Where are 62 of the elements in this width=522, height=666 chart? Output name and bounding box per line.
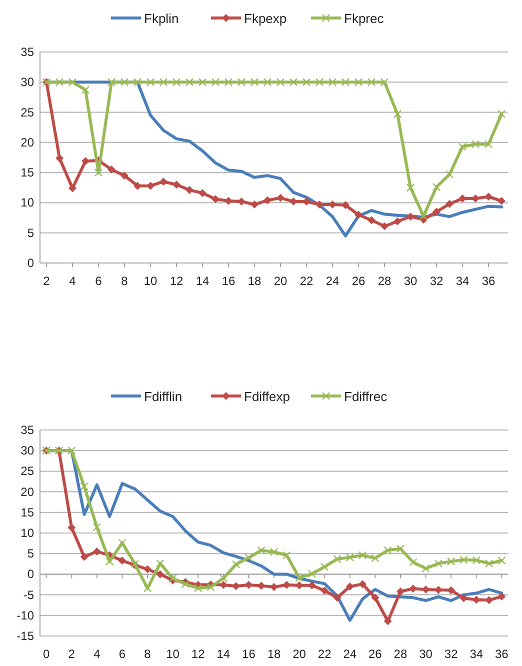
y-tick-label: 15	[20, 166, 34, 180]
legend-label: Fkprec	[344, 11, 384, 26]
x-tick-label: 30	[419, 647, 433, 661]
x-tick-label: 22	[300, 274, 314, 288]
y-tick-label: 10	[20, 196, 34, 210]
x-tick-label: 34	[456, 274, 470, 288]
y-tick-label: 25	[20, 105, 34, 120]
legend-label: Fdiffrec	[344, 389, 388, 404]
y-tick-label: 0	[27, 567, 34, 582]
x-tick-label: 2	[43, 274, 50, 288]
x-tick-label: 28	[394, 647, 408, 661]
y-tick-label: 35	[20, 45, 34, 59]
y-tick-label: -15	[16, 629, 34, 643]
x-tick-label: 0	[42, 647, 50, 661]
y-tick-label: 35	[20, 423, 34, 437]
x-tick-label: 22	[318, 647, 332, 661]
legend-label: Fkpexp	[244, 11, 287, 26]
x-tick-label: 32	[444, 647, 458, 661]
x-tick-label: 26	[368, 647, 382, 661]
y-tick-label: 5	[27, 226, 34, 240]
x-tick-label: 12	[191, 647, 206, 661]
y-tick-label: 30	[20, 444, 34, 458]
y-tick-label: 0	[27, 256, 34, 270]
x-tick-label: 8	[121, 274, 128, 288]
x-tick-label: 30	[404, 274, 418, 288]
y-tick-label: 25	[20, 464, 34, 478]
x-tick-label: 28	[378, 274, 392, 288]
x-tick-label: 6	[118, 647, 126, 661]
x-tick-label: 10	[144, 274, 158, 288]
legend-label: Fkplin	[144, 11, 179, 26]
y-tick-label: -10	[16, 608, 34, 622]
x-tick-label: 20	[292, 647, 306, 661]
x-tick-label: 26	[352, 274, 366, 288]
x-tick-label: 18	[248, 274, 262, 288]
x-tick-label: 14	[216, 647, 230, 661]
y-tick-label: 30	[20, 75, 34, 90]
y-tick-label: -5	[23, 588, 34, 602]
x-tick-label: 2	[68, 647, 76, 661]
x-tick-label: 32	[430, 274, 444, 288]
y-tick-label: 20	[20, 135, 34, 150]
y-tick-label: 20	[20, 484, 34, 499]
y-tick-label: 15	[20, 505, 34, 520]
x-tick-label: 36	[482, 274, 496, 288]
x-tick-label: 8	[144, 647, 152, 661]
y-tick-label: 10	[20, 526, 34, 540]
x-tick-label: 14	[196, 274, 210, 288]
x-tick-label: 34	[470, 647, 484, 661]
x-tick-label: 20	[274, 274, 288, 288]
x-tick-label: 16	[222, 274, 236, 288]
legend-label: Fdifflin	[144, 389, 182, 404]
legend-label: Fdiffexp	[244, 389, 290, 404]
x-tick-label: 36	[494, 647, 509, 661]
x-tick-label: 12	[170, 274, 184, 288]
x-tick-label: 4	[94, 647, 101, 661]
x-tick-label: 6	[95, 274, 102, 288]
y-tick-label: 5	[27, 546, 34, 561]
x-tick-label: 10	[166, 647, 180, 661]
x-tick-label: 24	[343, 647, 357, 661]
x-tick-label: 4	[69, 274, 76, 288]
x-tick-label: 18	[267, 647, 281, 661]
x-tick-label: 24	[326, 274, 340, 288]
x-tick-label: 16	[242, 647, 256, 661]
